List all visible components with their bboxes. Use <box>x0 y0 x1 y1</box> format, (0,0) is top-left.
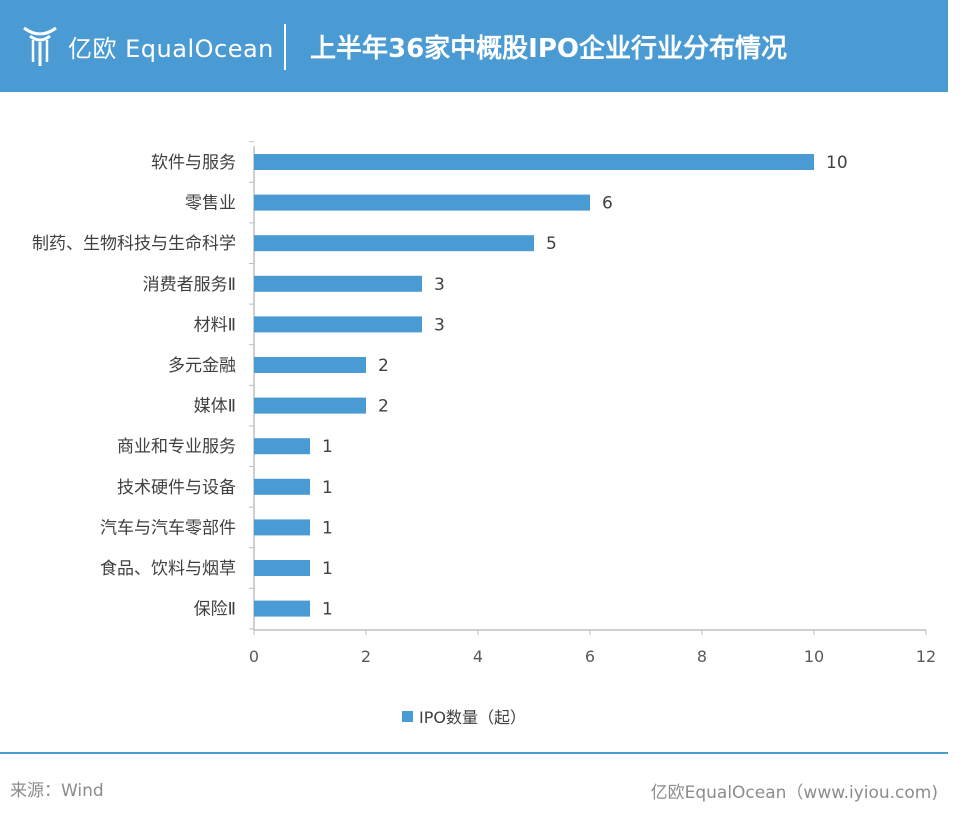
category-label: 媒体Ⅱ <box>194 397 236 417</box>
data-label: 3 <box>434 275 445 295</box>
logo-text: 亿欧 EqualOcean <box>68 34 274 63</box>
logo: 亿欧 EqualOcean <box>22 22 274 70</box>
category-label: 消费者服务Ⅱ <box>143 275 236 295</box>
data-label: 2 <box>378 356 389 376</box>
category-label: 软件与服务 <box>151 153 236 173</box>
bar <box>254 357 366 373</box>
category-label: 商业和专业服务 <box>117 437 236 457</box>
category-label: 材料Ⅱ <box>194 315 236 335</box>
category-label: 多元金融 <box>168 356 236 376</box>
credit-text: 亿欧EqualOcean（www.iyiou.com) <box>650 783 938 803</box>
data-label: 1 <box>322 478 333 498</box>
legend-swatch <box>402 710 413 722</box>
data-label: 1 <box>322 559 333 579</box>
bar <box>254 438 310 455</box>
x-tick-label: 12 <box>916 647 936 666</box>
x-tick-label: 6 <box>585 647 595 666</box>
data-label: 3 <box>434 315 445 335</box>
data-label: 5 <box>546 234 557 254</box>
logo-icon <box>23 26 57 66</box>
bar <box>254 397 366 414</box>
bar <box>254 275 422 292</box>
data-label: 10 <box>826 153 848 173</box>
category-label: 制药、生物科技与生命科学 <box>32 234 236 254</box>
bar <box>254 194 590 211</box>
category-label: 汽车与汽车零部件 <box>100 518 236 538</box>
footer-divider <box>0 752 948 754</box>
chart-title: 上半年36家中概股IPO企业行业分布情况 <box>310 34 788 64</box>
bar <box>254 560 310 576</box>
x-tick-label: 2 <box>361 647 371 666</box>
data-label: 1 <box>322 600 333 620</box>
category-label: 保险Ⅱ <box>194 600 236 620</box>
data-label: 2 <box>378 397 389 417</box>
category-label: 食品、饮料与烟草 <box>100 559 236 579</box>
x-tick-label: 8 <box>697 647 707 666</box>
data-label: 1 <box>322 437 333 457</box>
legend-label: IPO数量（起） <box>419 708 526 727</box>
x-tick-label: 10 <box>804 647 824 666</box>
data-label: 1 <box>322 518 333 538</box>
header-banner: 亿欧 EqualOcean 上半年36家中概股IPO企业行业分布情况 <box>0 0 948 92</box>
bar <box>254 154 814 170</box>
category-label: 技术硬件与设备 <box>117 478 236 498</box>
category-label: 零售业 <box>185 194 236 214</box>
bar <box>254 478 310 495</box>
bar <box>254 235 534 252</box>
header-divider <box>284 24 286 70</box>
data-label: 6 <box>602 194 613 214</box>
x-tick-label: 4 <box>473 647 483 666</box>
legend: IPO数量（起） <box>402 704 526 728</box>
bar <box>254 519 310 536</box>
bar <box>254 600 310 617</box>
x-tick-label: 0 <box>249 647 259 666</box>
bar <box>254 316 422 333</box>
source-text: 来源：Wind <box>10 781 104 801</box>
